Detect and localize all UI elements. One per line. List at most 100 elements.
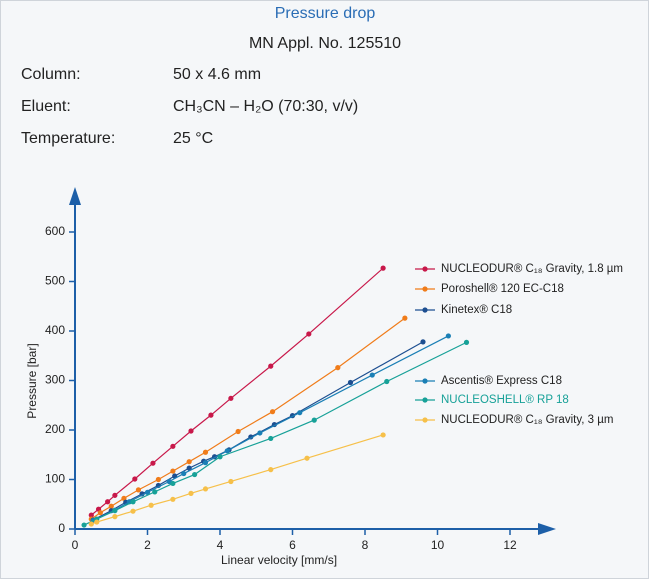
point	[152, 489, 158, 495]
point	[192, 471, 198, 478]
point	[88, 521, 94, 527]
point	[186, 459, 192, 465]
point	[150, 460, 156, 466]
point	[304, 455, 310, 461]
y-tick-label: 500	[45, 274, 65, 288]
point	[445, 333, 451, 339]
legend-marker	[422, 307, 428, 313]
point	[186, 465, 192, 471]
y-tick-label: 0	[58, 521, 65, 535]
legend-label: Kinetex® C18	[441, 304, 512, 316]
x-axis-label: Linear velocity [mm/s]	[221, 553, 337, 567]
point	[347, 379, 354, 386]
point	[105, 499, 111, 505]
legend-marker	[422, 397, 428, 403]
point	[130, 499, 136, 505]
legend-marker	[422, 417, 428, 423]
point	[380, 432, 386, 438]
x-tick-label: 12	[503, 538, 517, 552]
y-tick-label: 400	[45, 323, 65, 337]
point	[380, 265, 386, 271]
point	[108, 503, 114, 509]
point	[170, 496, 176, 502]
point	[112, 508, 118, 514]
row-label: Temperature:	[21, 130, 115, 147]
point	[188, 490, 194, 496]
point	[144, 489, 151, 495]
series-line	[83, 341, 467, 526]
x-tick-label: 6	[289, 538, 296, 552]
y-tick-label: 100	[45, 472, 65, 486]
legend-label: NUCLEOSHELL® RP 18	[441, 394, 569, 406]
y-tick-label: 600	[45, 224, 65, 238]
point	[121, 495, 127, 501]
point	[170, 468, 176, 474]
x-tick-label: 4	[217, 538, 224, 552]
legend-marker	[422, 286, 428, 292]
point	[268, 435, 274, 442]
point	[306, 331, 312, 337]
y-tick-label: 300	[45, 373, 65, 387]
row-label: Eluent:	[21, 98, 71, 115]
point	[384, 378, 390, 385]
point	[217, 454, 223, 460]
point	[228, 478, 234, 485]
x-arrow	[538, 523, 556, 535]
x-tick-label: 8	[362, 538, 369, 552]
point	[112, 492, 118, 498]
point	[335, 365, 341, 371]
point	[112, 514, 118, 520]
x-tick-label: 0	[72, 538, 79, 552]
series-line	[92, 335, 449, 522]
legend-label: Poroshell® 120 EC-C18	[441, 283, 564, 295]
point	[235, 428, 241, 435]
legend-marker	[422, 378, 428, 384]
y-axis-label: Pressure [bar]	[25, 343, 39, 418]
row-label: Column:	[21, 66, 81, 83]
point	[311, 417, 317, 423]
point	[269, 409, 276, 415]
legend-label: Ascentis® Express C18	[441, 375, 562, 387]
title: Pressure drop	[275, 5, 376, 22]
subtitle: MN Appl. No. 125510	[249, 35, 401, 52]
row-value: 50 x 4.6 mm	[173, 66, 261, 83]
point	[88, 512, 94, 518]
point	[463, 339, 470, 345]
y-arrow	[69, 187, 81, 205]
point	[202, 486, 209, 492]
point	[297, 410, 303, 416]
point	[202, 449, 209, 455]
row-value: CH₃CN – H₂O (70:30, v/v)	[173, 98, 358, 115]
point	[170, 443, 176, 449]
point	[97, 510, 103, 516]
x-tick-label: 10	[431, 538, 445, 552]
row-value: 25 °C	[173, 130, 213, 147]
legend-label: NUCLEODUR® C₁₈ Gravity, 1.8 µm	[441, 263, 623, 275]
point	[268, 467, 274, 473]
series-line	[91, 434, 384, 525]
legend-label: NUCLEODUR® C₁₈ Gravity, 3 µm	[441, 414, 613, 426]
point	[181, 470, 187, 477]
point	[155, 476, 161, 483]
point	[420, 339, 426, 345]
point	[135, 487, 142, 493]
x-tick-label: 2	[144, 538, 151, 552]
point	[130, 508, 136, 514]
point	[369, 372, 375, 378]
point	[148, 502, 154, 508]
point	[224, 448, 230, 454]
point	[257, 430, 263, 436]
point	[188, 428, 194, 434]
point	[208, 412, 214, 418]
legend-marker	[422, 266, 428, 272]
point	[132, 476, 138, 482]
point	[170, 480, 176, 487]
point	[402, 315, 408, 321]
point	[81, 522, 87, 528]
point	[202, 460, 209, 466]
point	[268, 363, 274, 369]
point	[228, 395, 234, 401]
y-tick-label: 200	[45, 422, 65, 436]
